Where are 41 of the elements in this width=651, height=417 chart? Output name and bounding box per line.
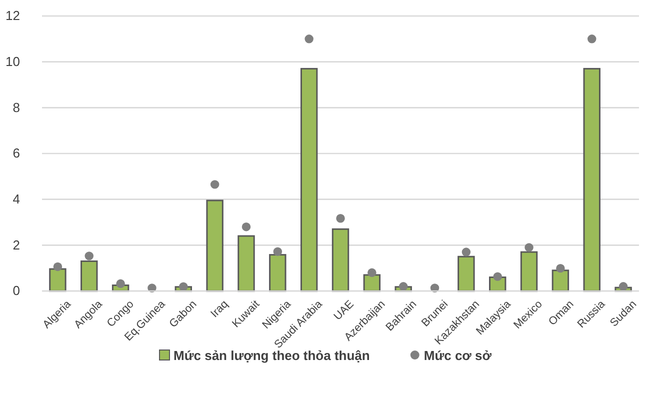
y-tick-label: 12	[6, 8, 20, 24]
x-tick-label: Iraq	[208, 298, 231, 320]
bar	[49, 268, 66, 292]
point	[84, 252, 94, 260]
bar	[332, 228, 350, 292]
point	[493, 272, 502, 281]
point	[116, 279, 125, 288]
y-tick-label: 6	[12, 146, 20, 161]
bar	[238, 235, 255, 292]
bar	[206, 200, 224, 292]
bar	[363, 274, 381, 292]
point	[618, 282, 628, 291]
bar	[552, 270, 570, 292]
bar	[458, 256, 475, 292]
bar	[583, 68, 600, 292]
bar	[520, 251, 538, 292]
point	[273, 247, 282, 256]
point	[462, 248, 471, 256]
y-tick-label: 4	[12, 191, 20, 206]
point	[304, 34, 314, 44]
point	[398, 282, 408, 291]
point	[210, 180, 220, 189]
y-tick-label: 0	[12, 283, 20, 298]
y-tick-label: 8	[12, 100, 20, 115]
legend-label: Mức sản lượng theo thỏa thuận	[174, 348, 370, 363]
point	[336, 214, 345, 223]
point	[242, 222, 251, 232]
point	[430, 284, 440, 292]
point	[524, 243, 534, 252]
point	[588, 34, 596, 44]
y-tick-label: 10	[6, 54, 20, 69]
point	[179, 282, 188, 292]
point	[53, 262, 62, 272]
legend-label: Mức cơ sở	[424, 348, 492, 363]
point	[556, 264, 565, 273]
point	[368, 268, 376, 278]
bar	[269, 254, 286, 292]
bar	[80, 260, 98, 292]
point	[148, 284, 156, 292]
y-tick-label: 2	[12, 237, 20, 252]
bar	[300, 68, 318, 292]
